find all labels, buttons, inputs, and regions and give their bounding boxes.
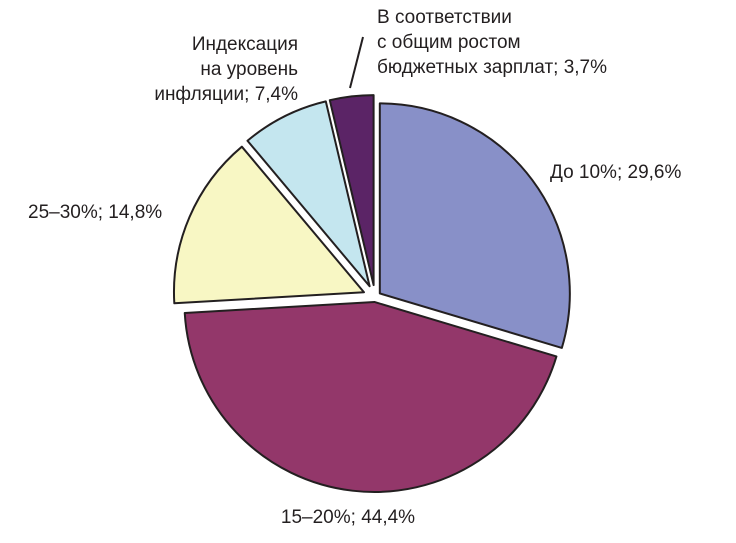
- slice-label-1: До 10%; 29,6%: [550, 162, 682, 183]
- pie-slice-3: [172, 145, 365, 305]
- slice-label-2: 15–20%; 44,4%: [280, 507, 416, 528]
- pie-slice-1: [378, 102, 571, 349]
- pie-slices: [172, 94, 571, 493]
- slice-label-5: В соответствии с общим ростом бюджетных …: [377, 7, 608, 78]
- slice-label-3: 25–30%; 14,8%: [28, 202, 163, 223]
- pie-slice-5: [328, 94, 375, 287]
- pie-slice-4: [246, 100, 371, 288]
- slice-label-4: Индексация на уровень инфляции; 7,4%: [154, 34, 298, 105]
- pie-slice-2: [183, 300, 558, 493]
- leader-line: [349, 36, 364, 89]
